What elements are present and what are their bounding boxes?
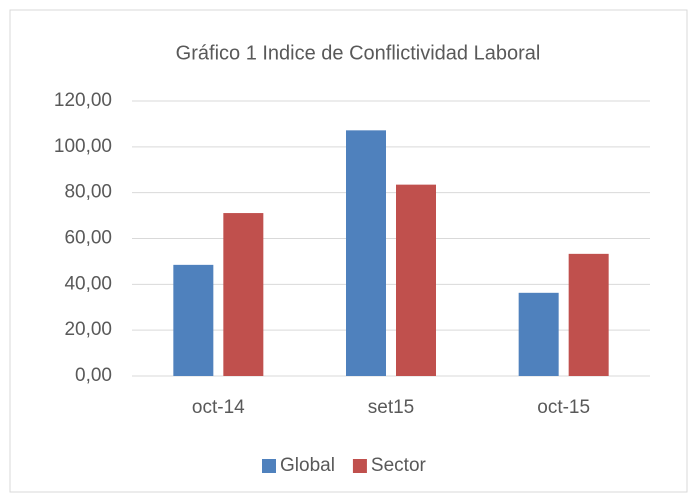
x-tick-label: set15 xyxy=(368,397,414,418)
y-tick-label: 0,00 xyxy=(75,365,112,386)
y-tick-label: 40,00 xyxy=(64,273,112,294)
legend-label: Global xyxy=(280,455,335,476)
y-tick-label: 80,00 xyxy=(64,182,112,203)
bar xyxy=(346,130,386,376)
bar xyxy=(518,292,559,376)
bar xyxy=(396,184,436,376)
legend-swatch xyxy=(262,459,276,473)
y-tick-label: 20,00 xyxy=(64,319,112,340)
legend-swatch xyxy=(352,459,367,473)
legend-label: Sector xyxy=(371,455,427,476)
x-tick-label: oct-15 xyxy=(537,397,590,418)
y-tick-label: 60,00 xyxy=(64,228,112,249)
chart-title: Gráfico 1 Indice de Conflictividad Labor… xyxy=(176,42,541,64)
y-tick-label: 100,00 xyxy=(54,136,112,157)
bar xyxy=(223,213,264,376)
bar xyxy=(173,264,214,376)
bar xyxy=(568,253,609,376)
x-tick-label: oct-14 xyxy=(192,397,245,418)
y-tick-label: 120,00 xyxy=(54,90,112,111)
